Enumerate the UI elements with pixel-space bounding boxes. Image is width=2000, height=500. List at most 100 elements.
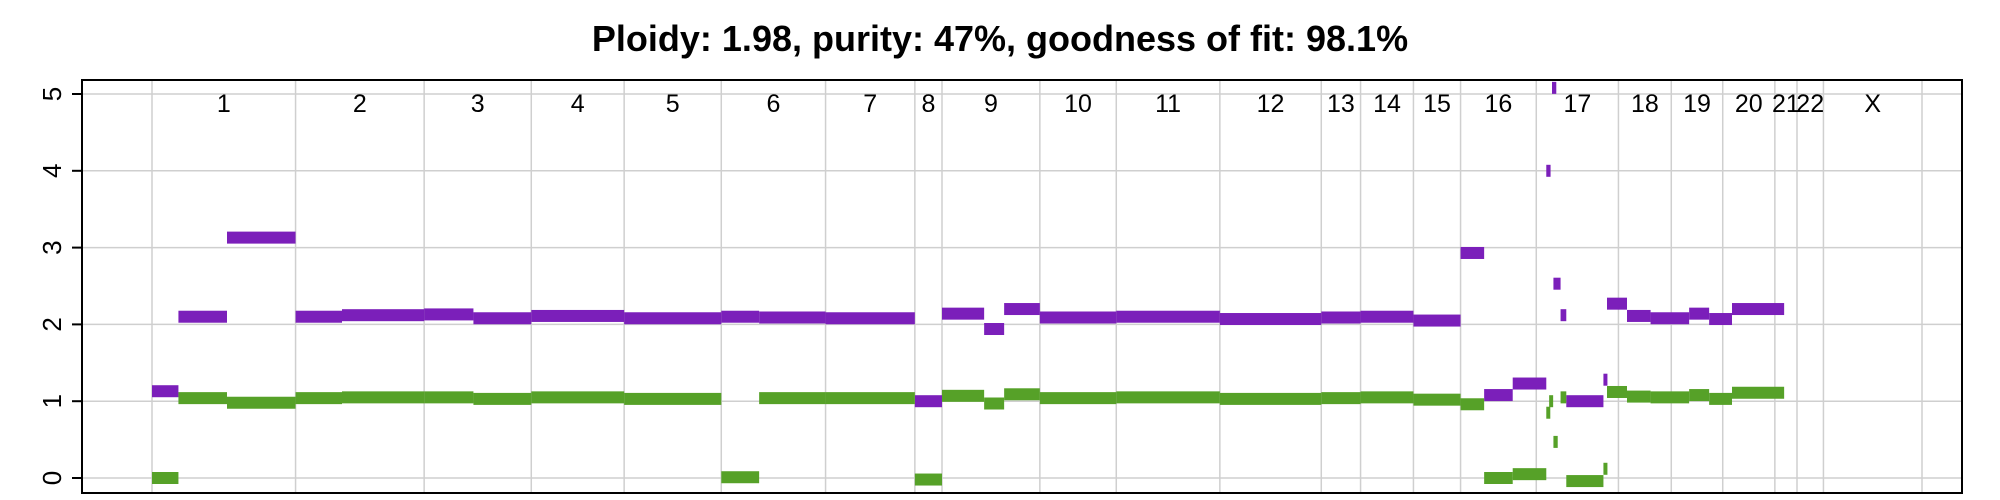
minor-segment — [1549, 395, 1554, 408]
major-segment — [1360, 310, 1414, 323]
minor-segment — [1219, 392, 1322, 405]
minor-segment — [1603, 462, 1608, 475]
chromosome-label: 1 — [217, 90, 231, 118]
chromosome-label: 8 — [921, 90, 935, 118]
chromosome-label: 18 — [1631, 90, 1659, 118]
grid-layer — [82, 80, 1962, 493]
chromosome-label: 12 — [1257, 90, 1285, 118]
major-segment — [1627, 309, 1651, 322]
chromosome-label: 22 — [1796, 90, 1824, 118]
major-segment — [721, 310, 760, 323]
minor-segment — [1689, 389, 1710, 402]
major-segment — [1553, 277, 1561, 290]
major-segment — [1039, 311, 1117, 324]
major-segment — [1603, 373, 1608, 386]
minor-segment — [1004, 388, 1040, 401]
minor-segment — [1460, 398, 1485, 411]
major-segment — [178, 310, 227, 323]
minor-segment — [1553, 435, 1558, 448]
minor-segment — [424, 391, 474, 404]
major-segment — [473, 312, 532, 325]
chromosome-label: 6 — [766, 90, 780, 118]
minor-segment — [984, 397, 1005, 410]
major-segment — [1650, 312, 1690, 325]
chromosome-label: 17 — [1563, 90, 1591, 118]
minor-segment — [1360, 391, 1414, 404]
y-tick-label: 2 — [37, 317, 67, 331]
y-axis: 0 1 2 3 4 5 — [37, 87, 82, 485]
major-segment — [1709, 313, 1732, 326]
y-tick-label: 5 — [37, 87, 67, 101]
major-segment — [914, 395, 942, 408]
minor-segment — [295, 392, 342, 405]
minor-segment — [1321, 392, 1361, 405]
minor-segment — [1484, 472, 1513, 484]
minor-segment — [825, 392, 915, 405]
segment-layer — [152, 81, 1785, 488]
major-segment — [295, 310, 342, 323]
chromosome-label: 20 — [1735, 90, 1763, 118]
minor-segment — [1650, 391, 1690, 404]
major-segment — [227, 231, 296, 244]
minor-segment — [1039, 392, 1117, 405]
minor-segment — [473, 392, 532, 405]
minor-segment — [152, 472, 179, 484]
minor-segment — [531, 391, 625, 404]
major-segment — [1732, 303, 1785, 316]
major-segment — [759, 311, 826, 324]
minor-segment — [1560, 391, 1567, 404]
chromosome-label: 5 — [666, 90, 680, 118]
minor-segment — [227, 396, 296, 409]
major-segment — [825, 312, 915, 325]
major-segment — [1566, 395, 1604, 408]
minor-segment — [1566, 475, 1604, 488]
minor-segment — [1627, 390, 1651, 403]
chromosome-label: 14 — [1373, 90, 1401, 118]
major-segment — [1546, 164, 1551, 177]
major-segment — [1004, 303, 1040, 316]
y-tick-label: 4 — [37, 164, 67, 178]
minor-segment — [721, 471, 760, 484]
major-segment — [624, 312, 722, 325]
minor-segment — [1732, 386, 1785, 399]
major-segment — [1512, 377, 1547, 390]
major-segment — [1560, 309, 1567, 322]
minor-segment — [914, 473, 942, 486]
major-segment — [424, 308, 474, 321]
major-segment — [152, 385, 179, 398]
chromosome-label: 11 — [1155, 90, 1181, 118]
chromosome-label: 9 — [984, 90, 998, 118]
minor-segment — [178, 392, 227, 405]
chromosome-label: 3 — [471, 90, 485, 118]
minor-segment — [1709, 392, 1732, 405]
major-segment — [1552, 81, 1557, 94]
y-tick-label: 0 — [37, 471, 67, 485]
major-segment — [1484, 389, 1513, 402]
major-segment — [984, 323, 1005, 336]
minor-segment — [759, 392, 826, 405]
minor-segment — [1116, 391, 1220, 404]
chromosome-label: 7 — [863, 90, 877, 118]
major-segment — [1321, 311, 1361, 324]
chart-title: Ploidy: 1.98, purity: 47%, goodness of f… — [591, 18, 1409, 59]
minor-segment — [1413, 393, 1461, 406]
plot-frame — [81, 79, 1963, 494]
minor-segment — [1546, 406, 1551, 419]
chromosome-label: 13 — [1327, 90, 1355, 118]
chromosome-label: 4 — [571, 90, 585, 118]
minor-segment — [624, 392, 722, 405]
minor-segment — [942, 389, 985, 402]
chromosome-label: 21 — [1772, 90, 1800, 118]
major-segment — [1607, 297, 1627, 310]
major-segment — [1689, 307, 1710, 320]
y-tick-label: 3 — [37, 240, 67, 254]
y-tick-label: 1 — [37, 394, 67, 408]
major-segment — [342, 309, 425, 322]
chromosome-label: 15 — [1423, 90, 1451, 118]
major-segment — [1219, 313, 1322, 326]
minor-segment — [1512, 468, 1547, 481]
minor-segment — [1607, 385, 1627, 398]
chromosome-label: 16 — [1485, 90, 1513, 118]
